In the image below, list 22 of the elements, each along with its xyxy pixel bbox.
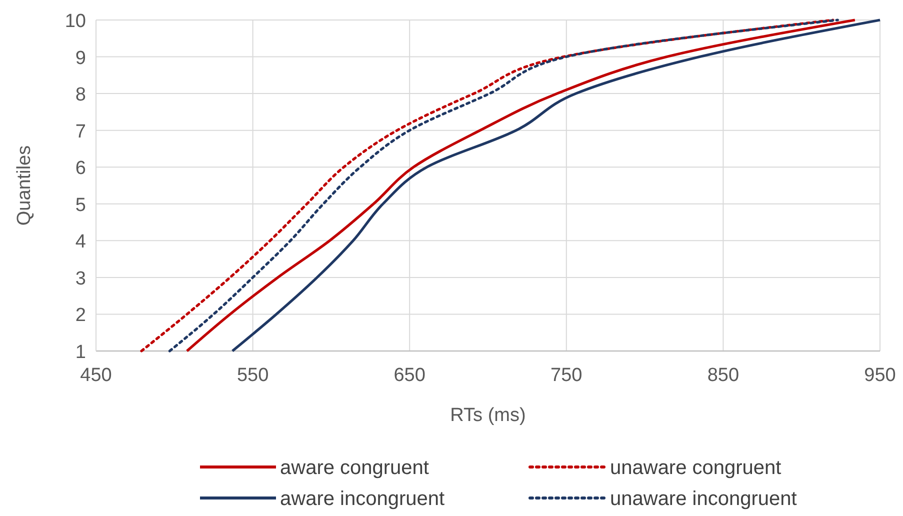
- y-tick-label: 1: [75, 342, 86, 363]
- y-tick-label: 7: [75, 121, 86, 142]
- legend-label: unaware incongruent: [610, 488, 798, 510]
- y-tick-label: 9: [75, 48, 86, 69]
- y-tick-label: 4: [75, 232, 86, 253]
- y-tick-label: 6: [75, 158, 86, 180]
- x-tick-label: 850: [707, 365, 740, 386]
- x-tick-label: 550: [236, 365, 269, 386]
- y-axis-title: Quantiles: [14, 145, 35, 226]
- legend-label: aware incongruent: [280, 488, 445, 510]
- x-tick-label: 750: [550, 365, 582, 386]
- y-tick-label: 8: [75, 84, 86, 106]
- y-tick-label: 3: [75, 268, 86, 290]
- x-tick-label: 950: [864, 365, 896, 386]
- legend-label: aware congruent: [280, 457, 430, 479]
- y-tick-label: 2: [75, 305, 86, 326]
- x-axis-title: RTs (ms): [450, 405, 526, 426]
- x-tick-label: 650: [394, 365, 426, 386]
- y-tick-label: 10: [64, 11, 86, 32]
- y-tick-label: 5: [75, 194, 86, 216]
- legend-label: unaware congruent: [610, 457, 782, 479]
- x-tick-label: 450: [80, 365, 112, 386]
